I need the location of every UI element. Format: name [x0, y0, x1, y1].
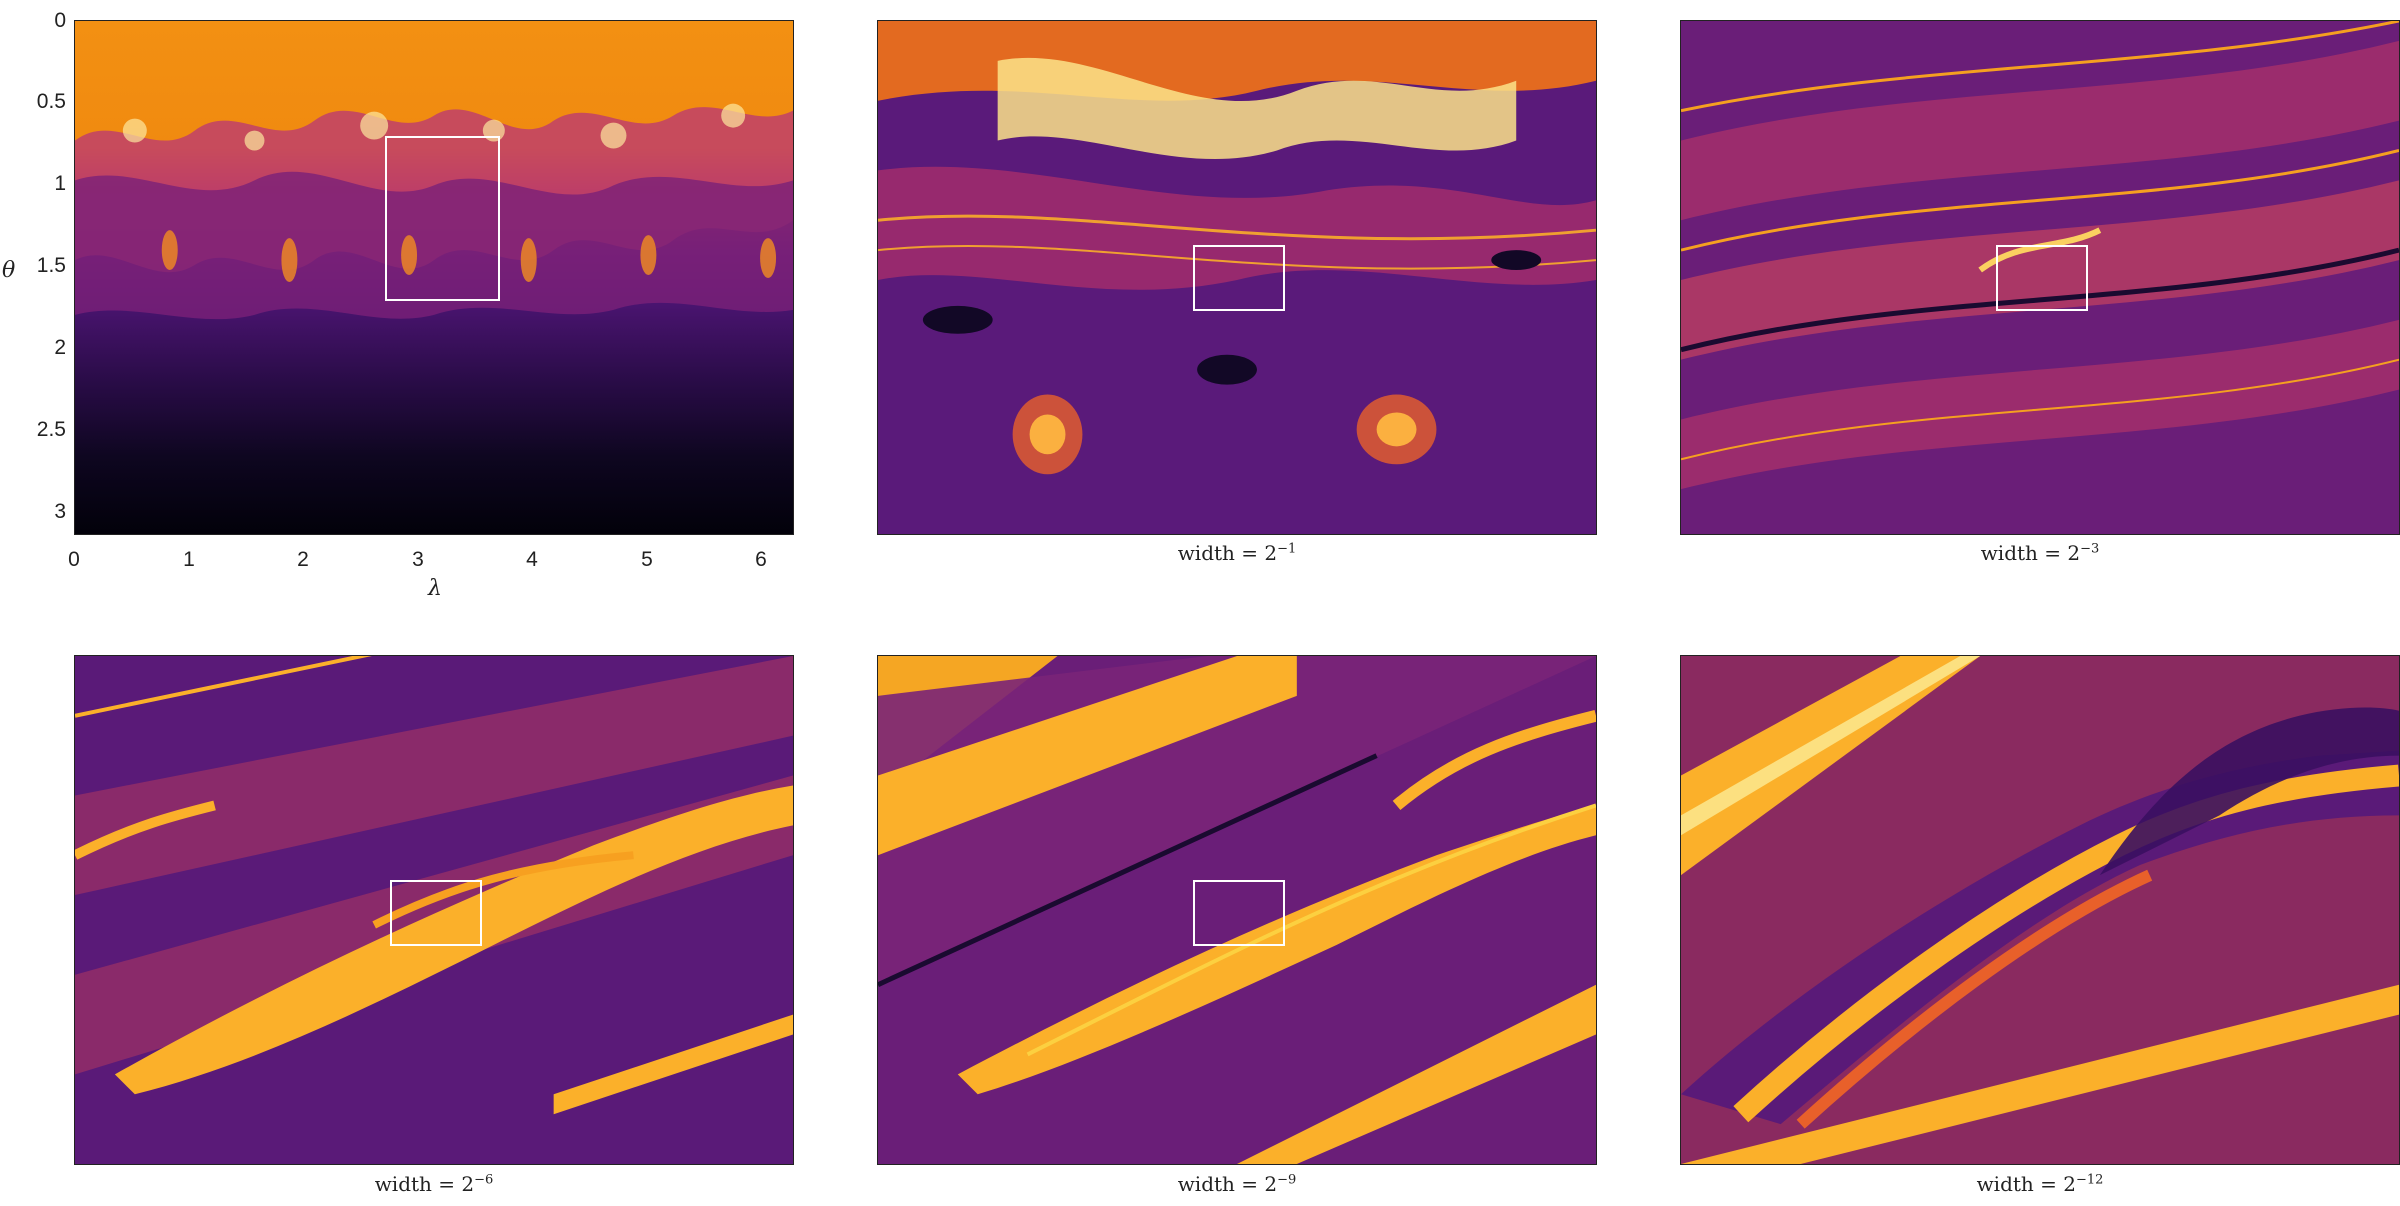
x-tick: 6: [755, 548, 767, 571]
panel-caption: width = 2−12: [1976, 1172, 2104, 1196]
zoom-panel-1: [877, 20, 1597, 535]
zoom-image-5: [1681, 656, 2399, 1164]
panel-caption: width = 2−3: [1980, 541, 2100, 565]
x-tick: 1: [183, 548, 195, 571]
y-tick: 0: [54, 9, 66, 32]
zoom-image-1: [878, 21, 1596, 534]
y-tick: 2.5: [36, 418, 66, 441]
zoom-image-2: [1681, 21, 2399, 534]
panel-caption: width = 2−1: [1177, 541, 1297, 565]
y-tick: 1: [54, 172, 66, 195]
zoom-box: [390, 880, 482, 946]
zoom-box: [1996, 245, 2088, 311]
y-tick: 0.5: [36, 90, 66, 113]
x-tick: 4: [526, 548, 538, 571]
y-tick: 1.5: [36, 254, 66, 277]
zoom-box: [1193, 245, 1285, 311]
overview-panel: [74, 20, 794, 535]
y-tick: 3: [54, 500, 66, 523]
zoom-panel-5: [1680, 655, 2400, 1165]
y-axis-label: θ: [2, 258, 16, 283]
panel-caption: width = 2−6: [374, 1172, 494, 1196]
x-tick: 0: [68, 548, 80, 571]
overview-image: [75, 21, 793, 534]
zoom-box: [1193, 880, 1285, 946]
panel-caption: width = 2−9: [1177, 1172, 1297, 1196]
zoom-panel-4: [877, 655, 1597, 1165]
zoom-panel-3: [74, 655, 794, 1165]
x-tick: 5: [641, 548, 653, 571]
x-tick: 3: [412, 548, 424, 571]
zoom-image-4: [878, 656, 1596, 1164]
zoom-image-3: [75, 656, 793, 1164]
x-tick: 2: [297, 548, 309, 571]
zoom-box: [385, 136, 500, 301]
zoom-panel-2: [1680, 20, 2400, 535]
x-axis-label: λ: [428, 576, 442, 601]
y-tick: 2: [54, 336, 66, 359]
